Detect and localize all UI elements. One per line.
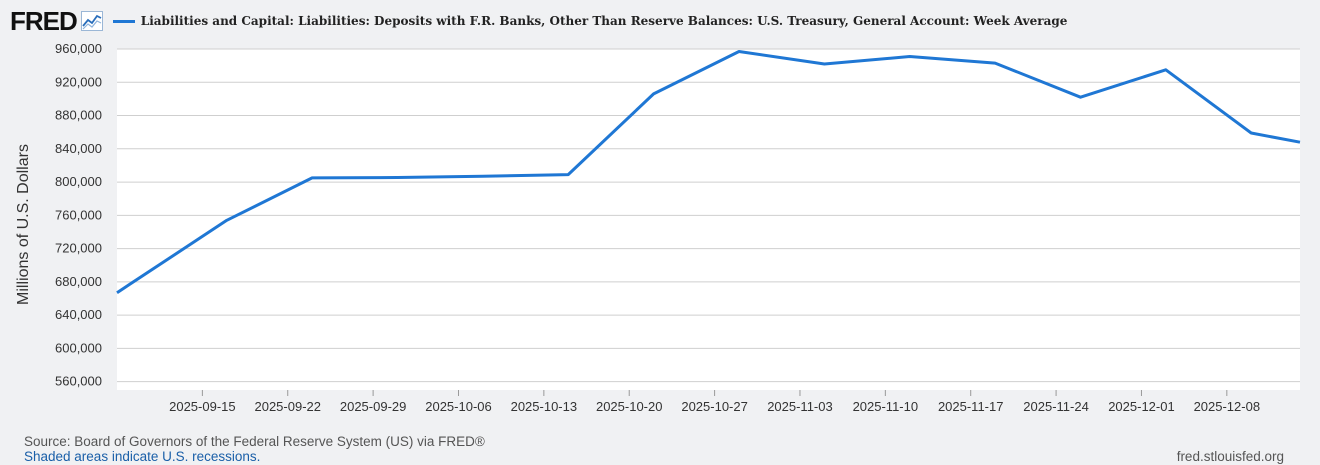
trend-line-icon (80, 11, 103, 31)
y-tick-label: 760,000 (55, 207, 102, 222)
series-line (116, 50, 1301, 294)
x-tick-label: 2025-09-29 (340, 399, 407, 414)
y-tick-label: 920,000 (55, 74, 102, 89)
recession-note[interactable]: Shaded areas indicate U.S. recessions. (24, 449, 261, 464)
source-text: Source: Board of Governors of the Federa… (24, 434, 485, 449)
y-axis-title: Millions of U.S. Dollars (15, 144, 32, 305)
y-tick-label: 840,000 (55, 141, 102, 156)
x-tick-label: 2025-09-15 (169, 399, 236, 414)
gridlines (117, 48, 1300, 383)
x-tick-label: 2025-11-24 (1023, 399, 1089, 414)
chart-header: FRED Liabilities and Capital: Liabilitie… (10, 6, 1067, 36)
x-tick-label: 2025-12-08 (1194, 399, 1261, 414)
x-tick-label: 2025-11-03 (767, 399, 833, 414)
y-axis: 560,000 600,000 640,000 680,000 720,000 760,0… (55, 41, 102, 389)
legend-label: Liabilities and Capital: Liabilities: De… (140, 14, 1068, 28)
x-tick-label: 2025-11-10 (853, 399, 919, 414)
x-tick-label: 2025-10-13 (511, 399, 578, 414)
y-tick-label: 800,000 (55, 174, 102, 189)
y-tick-label: 640,000 (55, 307, 102, 322)
x-axis: 2025-09-15 2025-09-22 2025-09-29 2025-10-06… (169, 390, 1260, 414)
line-chart: 2025-09-15 2025-09-22 2025-09-29 2025-10-06… (15, 41, 1301, 414)
y-tick-label: 720,000 (55, 241, 102, 256)
site-url[interactable]: fred.stlouisfed.org (1176, 449, 1284, 464)
x-tick-label: 2025-09-22 (254, 399, 321, 414)
y-tick-label: 880,000 (55, 108, 102, 123)
y-tick-label: 960,000 (55, 41, 102, 56)
x-tick-label: 2025-10-20 (596, 399, 663, 414)
y-tick-label: 680,000 (55, 274, 102, 289)
fred-logo[interactable]: FRED (10, 5, 78, 36)
x-tick-label: 2025-12-01 (1108, 399, 1175, 414)
y-tick-label: 560,000 (55, 374, 102, 389)
x-tick-label: 2025-10-27 (681, 399, 748, 414)
y-tick-label: 600,000 (55, 340, 102, 355)
legend: Liabilities and Capital: Liabilities: De… (112, 14, 1068, 28)
x-tick-label: 2025-11-17 (938, 399, 1004, 414)
plot-area (117, 49, 1300, 390)
x-tick-label: 2025-10-06 (425, 399, 492, 414)
legend-swatch (112, 19, 135, 23)
